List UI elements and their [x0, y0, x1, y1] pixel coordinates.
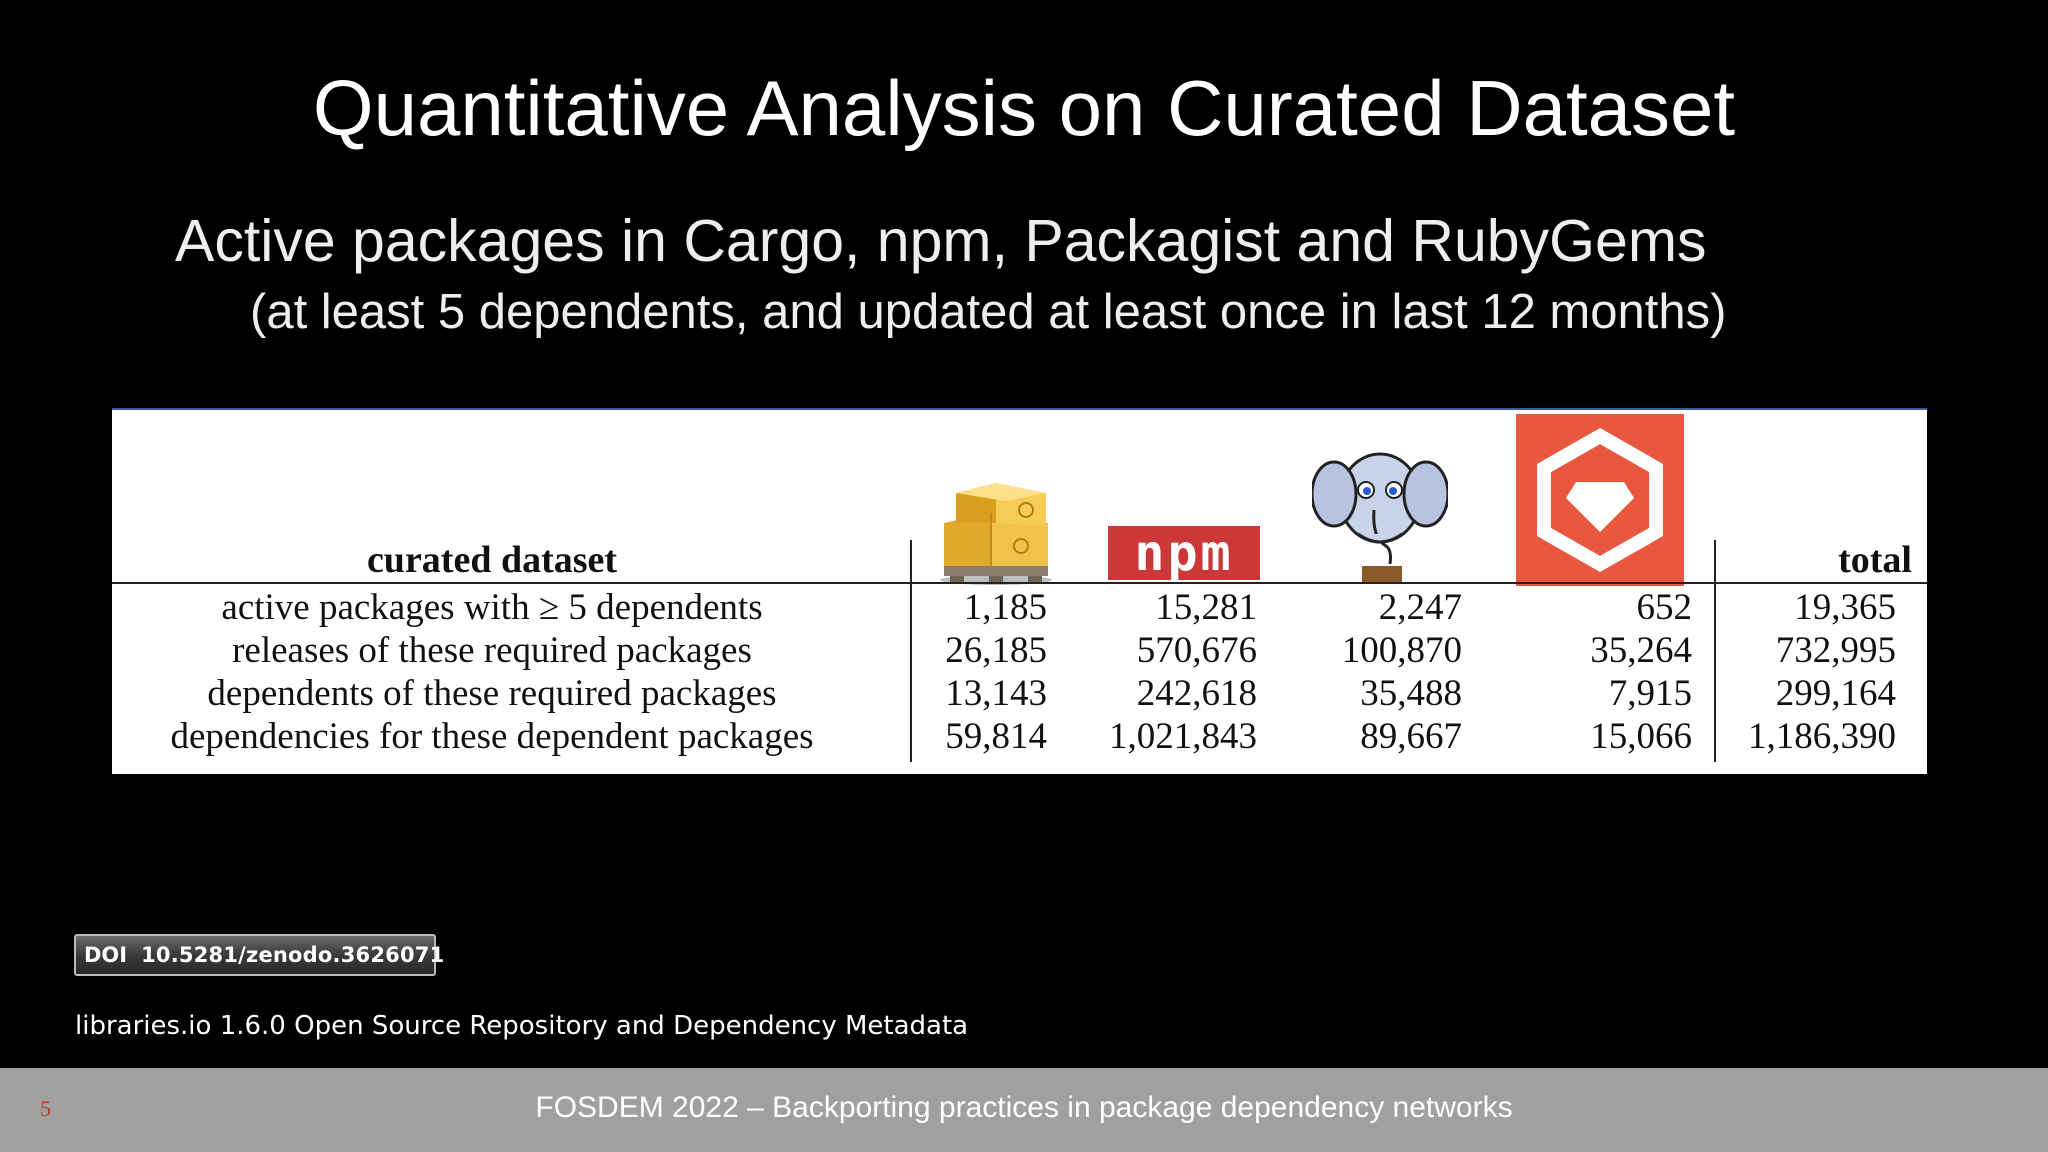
value-cell: 13,143	[945, 673, 1047, 714]
value-cell: 59,814	[945, 716, 1047, 757]
dataset-table: npm curated dataset total active package…	[112, 408, 1927, 774]
footer-bar: 5 FOSDEM 2022 – Backporting practices in…	[0, 1068, 2048, 1152]
value-cell: 26,185	[945, 630, 1047, 671]
value-cell: 2,247	[1378, 587, 1462, 628]
value-cell: 7,915	[1608, 673, 1692, 714]
doi-value: 10.5281/zenodo.3626071	[141, 943, 445, 967]
total-divider	[1714, 540, 1716, 762]
total-cell: 299,164	[1775, 673, 1896, 714]
header-rule	[112, 582, 1927, 584]
value-cell: 35,264	[1590, 630, 1692, 671]
page-number: 5	[40, 1096, 51, 1121]
slide-subtitle: Active packages in Cargo, npm, Packagist…	[175, 208, 1707, 274]
total-cell: 1,186,390	[1748, 716, 1896, 757]
packagist-elephant-icon	[1312, 452, 1448, 582]
doi-label: DOI	[84, 943, 128, 967]
rubygems-logo-icon	[1516, 414, 1684, 586]
source-text: libraries.io 1.6.0 Open Source Repositor…	[75, 1011, 969, 1041]
value-cell: 242,618	[1136, 673, 1257, 714]
value-cell: 15,281	[1155, 587, 1257, 628]
npm-logo-text: npm	[1134, 524, 1234, 582]
row-label: dependencies for these dependent package…	[170, 716, 814, 757]
slide-subtitle-note: (at least 5 dependents, and updated at l…	[250, 285, 1727, 339]
cargo-crates-icon	[940, 483, 1052, 585]
row-label: dependents of these required packages	[207, 673, 777, 714]
npm-logo-icon: npm	[1108, 526, 1260, 580]
value-cell: 570,676	[1136, 630, 1257, 671]
row-label: releases of these required packages	[232, 630, 752, 671]
value-cell: 652	[1636, 587, 1693, 628]
curated-dataset-header: curated dataset	[366, 539, 618, 581]
total-cell: 19,365	[1794, 587, 1896, 628]
value-cell: 15,066	[1590, 716, 1692, 757]
value-cell: 35,488	[1360, 673, 1462, 714]
value-cell: 89,667	[1360, 716, 1462, 757]
value-cell: 100,870	[1341, 630, 1462, 671]
doi-badge[interactable]: DOI 10.5281/zenodo.3626071	[74, 934, 444, 976]
footer-text: FOSDEM 2022 – Backporting practices in p…	[535, 1091, 1513, 1124]
label-divider	[910, 540, 912, 762]
total-cell: 732,995	[1775, 630, 1896, 671]
row-label: active packages with ≥ 5 dependents	[221, 587, 763, 628]
value-cell: 1,021,843	[1109, 716, 1257, 757]
slide-title: Quantitative Analysis on Curated Dataset	[312, 64, 1736, 152]
value-cell: 1,185	[963, 587, 1047, 628]
total-header: total	[1838, 539, 1912, 581]
